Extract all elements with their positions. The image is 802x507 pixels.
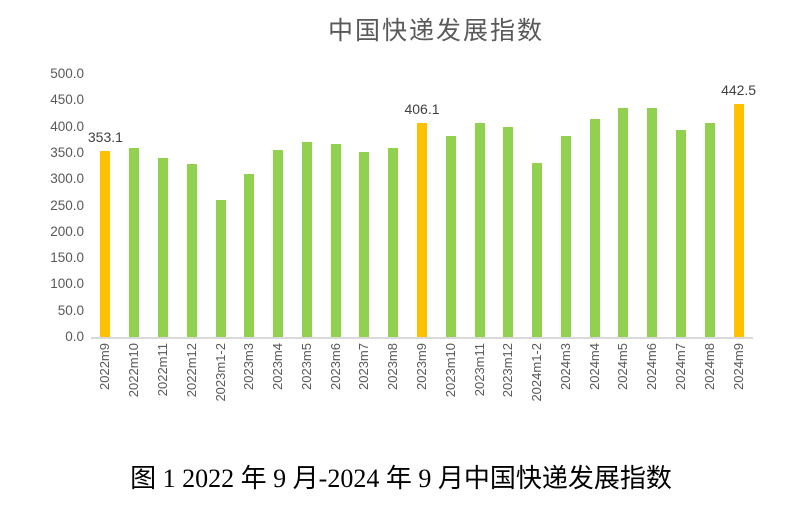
x-tick-label-2023m7: 2023m7 — [356, 343, 372, 390]
bar-2023m1-2 — [215, 200, 226, 337]
chart: 中国快递发展指数 0.0 50.0 100.0 150.0 200.0 250.0 300.… — [50, 18, 756, 402]
data-label-2023m9: 406.1 — [404, 101, 440, 118]
bar-2024m9 — [733, 104, 744, 337]
bar-2024m1-2 — [532, 163, 543, 337]
data-label-2024m9: 442.5 — [721, 82, 757, 99]
y-tick-label-450.0: 450.0 — [50, 92, 84, 108]
y-tick-label-100.0: 100.0 — [50, 276, 84, 292]
x-tick-label-2024m6: 2024m6 — [644, 343, 660, 390]
x-tick-label-2024m3: 2024m3 — [557, 343, 573, 390]
x-tick-label-2024m8: 2024m8 — [701, 343, 717, 390]
y-tick-label-150.0: 150.0 — [50, 250, 84, 266]
x-tick-label-2023m12: 2023m12 — [500, 343, 516, 398]
x-tick-label-2022m10: 2022m10 — [126, 343, 142, 398]
bar-2024m5 — [618, 108, 629, 337]
x-tick-label-2023m6: 2023m6 — [327, 343, 343, 390]
x-tick-label-2023m8: 2023m8 — [385, 343, 401, 390]
bar-2022m11 — [157, 158, 168, 337]
bar-2022m12 — [186, 163, 197, 337]
x-tick-label-2023m11: 2023m11 — [471, 343, 487, 397]
x-tick-label-2024m7: 2024m7 — [673, 343, 689, 390]
bar-2022m10 — [129, 147, 140, 337]
y-tick-label-400.0: 400.0 — [50, 118, 84, 134]
x-tick-label-2023m9: 2023m9 — [414, 343, 429, 390]
y-tick-label-50.0: 50.0 — [57, 302, 84, 318]
chart-title: 中国快递发展指数 — [327, 18, 544, 45]
bar-2024m7 — [676, 130, 687, 337]
bar-2023m5 — [301, 142, 312, 337]
x-tick-label-2023m10: 2023m10 — [442, 343, 458, 398]
x-tick-label-2023m5: 2023m5 — [298, 343, 314, 390]
x-tick-label-2024m4: 2024m4 — [586, 343, 602, 390]
y-tick-label-350.0: 350.0 — [50, 144, 84, 160]
bar-2023m3 — [244, 173, 255, 337]
x-tick-label-2024m1-2: 2024m1-2 — [529, 343, 545, 402]
bar-2023m8 — [388, 148, 399, 337]
y-tick-label-0.0: 0.0 — [65, 329, 84, 344]
data-label-2022m9: 353.1 — [87, 129, 123, 146]
bar-2024m8 — [704, 123, 715, 337]
bar-2023m9 — [417, 123, 427, 337]
bar-2023m12 — [503, 126, 514, 337]
x-tick-label-2022m12: 2022m12 — [183, 343, 199, 398]
x-tick-label-2024m5: 2024m5 — [615, 343, 631, 390]
x-tick-label-2024m9: 2024m9 — [730, 343, 746, 390]
x-tick-label-2022m9: 2022m9 — [97, 343, 113, 390]
bar-2023m4 — [273, 149, 284, 337]
y-tick-label-500.0: 500.0 — [50, 66, 84, 81]
bar-2023m7 — [359, 152, 370, 337]
figure-caption: 图 1 2022 年 9 月-2024 年 9 月中国快递发展指数 — [130, 464, 672, 493]
bar-2024m4 — [589, 118, 600, 337]
x-tick-label-2022m11: 2022m11 — [154, 343, 170, 397]
bar-2024m6 — [647, 108, 658, 337]
y-tick-label-200.0: 200.0 — [50, 223, 84, 239]
bar-2023m6 — [330, 144, 341, 337]
bar-2023m10 — [445, 135, 456, 337]
x-tick-label-2023m4: 2023m4 — [270, 343, 286, 390]
bar-2022m9 — [100, 151, 111, 337]
plot-area: 353.1 406.1 442.5 — [88, 74, 756, 339]
bar-2024m3 — [560, 136, 571, 337]
x-tick-label-2023m3: 2023m3 — [241, 343, 257, 390]
x-tick-label-2023m1-2: 2023m1-2 — [212, 343, 228, 402]
bar-2023m11 — [474, 123, 485, 337]
y-tick-label-250.0: 250.0 — [50, 197, 84, 213]
y-tick-label-300.0: 300.0 — [50, 171, 84, 187]
